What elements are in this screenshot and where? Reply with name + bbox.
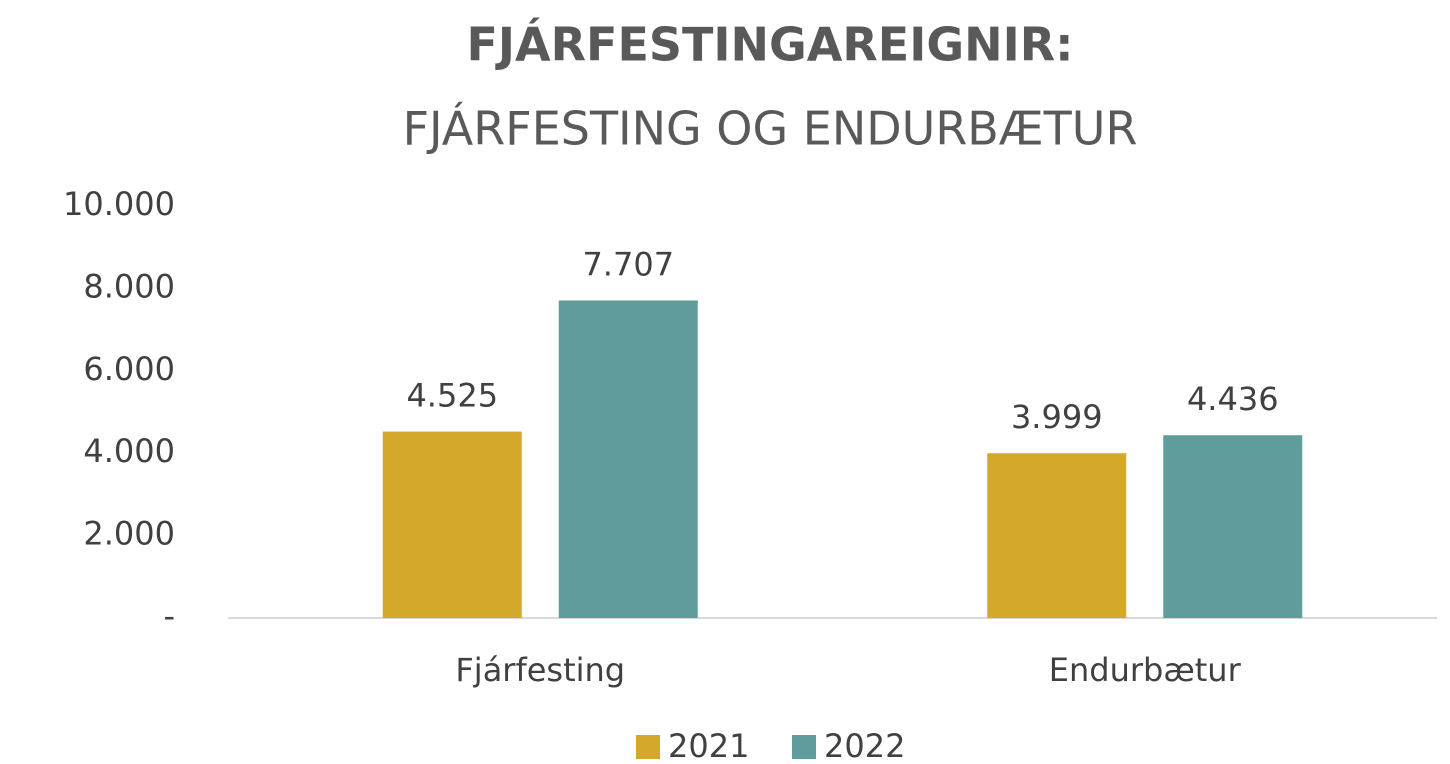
y-tick-label: 6.000 xyxy=(83,350,175,388)
value-label: 3.999 xyxy=(1011,398,1103,436)
legend-swatch xyxy=(792,735,816,759)
y-tick-label: - xyxy=(163,597,175,635)
y-tick-label: 2.000 xyxy=(83,515,175,553)
chart-subtitle: FJÁRFESTING OG ENDURBÆTUR xyxy=(403,102,1138,156)
legend-label: 2021 xyxy=(668,727,749,764)
value-label: 7.707 xyxy=(582,245,674,283)
bar xyxy=(1163,435,1303,618)
y-tick-label: 4.000 xyxy=(83,432,175,470)
y-tick-label: 8.000 xyxy=(83,267,175,305)
legend-swatch xyxy=(636,735,660,759)
y-tick-label: 10.000 xyxy=(63,185,175,223)
chart-title: FJÁRFESTINGAREIGNIR: xyxy=(466,18,1073,72)
value-label: 4.525 xyxy=(406,377,498,415)
x-tick-label: Endurbætur xyxy=(1049,651,1242,689)
bar xyxy=(558,300,698,618)
value-label: 4.436 xyxy=(1187,380,1279,418)
bar xyxy=(382,431,522,618)
bar xyxy=(987,453,1127,618)
x-tick-label: Fjárfesting xyxy=(455,651,625,689)
legend-label: 2022 xyxy=(824,727,905,764)
